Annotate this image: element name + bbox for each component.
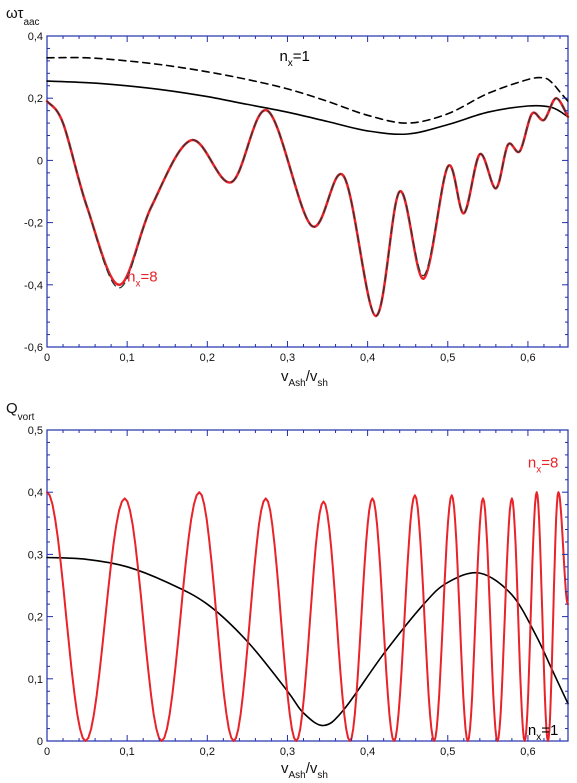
y-tick-label: 0,2 [28, 612, 43, 624]
x-tick-label: 0,4 [360, 746, 375, 758]
bottom-plot-frame [46, 429, 569, 742]
y-tick-label: 0,5 [28, 425, 43, 437]
y-tick-label: 0,4 [28, 487, 43, 499]
x-tick-label: 0,2 [200, 352, 215, 364]
x-tick-label: 0,5 [440, 746, 455, 758]
x-tick-label: 0,1 [120, 746, 135, 758]
series-line-0 [46, 556, 569, 727]
y-tick-label: -0,4 [24, 280, 43, 292]
top-panel: nx=1 nx=8 0 0,1 0,2 0,3 0,4 0,5 0,6 -0,6 -0,4 -0,2… [6, 5, 570, 389]
x-tick-label: 0,2 [200, 746, 215, 758]
top-x-axis-label: vAsh/vsh [281, 368, 328, 389]
x-tick-label: 0,1 [120, 352, 135, 364]
series-annotation-0: nx=1 [279, 48, 309, 69]
y-tick-label: 0,2 [28, 93, 43, 105]
x-tick-label: 0,3 [280, 746, 295, 758]
bottom-y-axis-label: Qvort [6, 400, 35, 423]
series-annotation-1: nx=8 [127, 269, 157, 290]
x-tick-label: 0,3 [280, 352, 295, 364]
series-annotation-0: nx=8 [528, 454, 558, 475]
series-line-1 [46, 491, 569, 742]
x-tick-label: 0 [44, 746, 50, 758]
series-line-0 [46, 56, 569, 124]
top-y-axis-label: ωτaac [6, 5, 40, 28]
y-tick-label: -0,2 [24, 218, 43, 230]
y-tick-label: 0 [37, 155, 43, 167]
top-plot-frame [46, 35, 569, 348]
y-tick-label: 0,4 [28, 31, 43, 43]
bottom-panel: nx=8 nx=1 0 0,1 0,2 0,3 0,4 0,5 0,6 0 0,1 0,2 0,3 0,… [6, 400, 569, 781]
x-tick-label: 0,4 [360, 352, 375, 364]
series-line-3 [46, 97, 569, 317]
bottom-x-axis-label: vAsh/vsh [281, 760, 328, 781]
series-line-1 [46, 80, 569, 136]
y-tick-label: 0,1 [28, 674, 43, 686]
y-tick-label: -0,6 [24, 342, 43, 354]
y-tick-label: 0,3 [28, 549, 43, 561]
y-tick-label: 0 [37, 736, 43, 748]
series-annotation-1: nx=1 [528, 722, 558, 743]
x-tick-label: 0,6 [520, 352, 535, 364]
x-tick-label: 0 [44, 352, 50, 364]
x-tick-label: 0,6 [520, 746, 535, 758]
x-tick-label: 0,5 [440, 352, 455, 364]
